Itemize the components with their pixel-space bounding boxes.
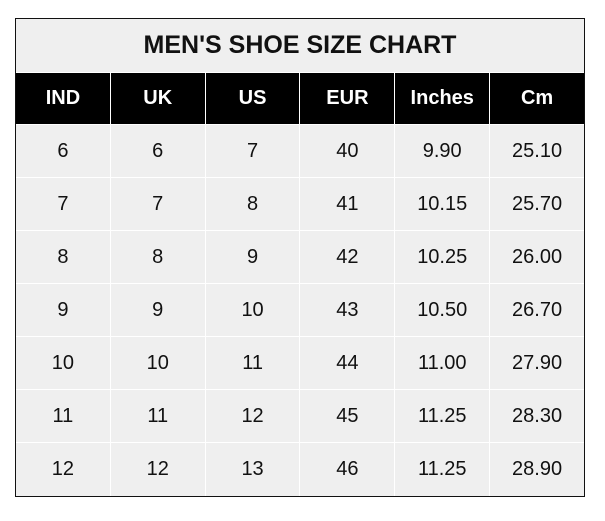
column-header-ind: IND	[16, 73, 111, 125]
table-cell: 9	[110, 284, 206, 337]
table-row: 6 6 7 40 9.90 25.10	[16, 125, 584, 178]
table-cell: 9	[205, 231, 301, 284]
table-cell: 46	[300, 443, 396, 496]
table-cell: 12	[16, 443, 111, 496]
table-cell: 6	[16, 125, 111, 178]
table-row: 11 11 12 45 11.25 28.30	[16, 390, 584, 443]
table-cell: 27.90	[490, 337, 584, 390]
column-header-cm: Cm	[490, 73, 584, 125]
table-cell: 6	[110, 125, 206, 178]
table-cell: 8	[110, 231, 206, 284]
table-cell: 11.00	[395, 337, 491, 390]
table-cell: 10	[205, 284, 301, 337]
table-cell: 26.00	[490, 231, 584, 284]
table-row: 9 9 10 43 10.50 26.70	[16, 284, 584, 337]
table-cell: 42	[300, 231, 396, 284]
table-row: 10 10 11 44 11.00 27.90	[16, 337, 584, 390]
table-cell: 8	[205, 178, 301, 231]
table-cell: 7	[205, 125, 301, 178]
header-row: IND UK US EUR Inches Cm	[16, 73, 584, 125]
table-cell: 43	[300, 284, 396, 337]
table-cell: 10.15	[395, 178, 491, 231]
table-cell: 13	[206, 443, 301, 496]
table-row: 12 12 13 46 11.25 28.90	[16, 443, 584, 496]
table-cell: 9	[16, 284, 111, 337]
table-title: MEN'S SHOE SIZE CHART	[16, 19, 584, 73]
column-header-uk: UK	[110, 73, 206, 125]
table-row: 7 7 8 41 10.15 25.70	[16, 178, 584, 231]
table-cell: 11	[205, 337, 301, 390]
column-header-inches: Inches	[395, 73, 491, 125]
table-cell: 12	[111, 443, 206, 496]
table-body: 6 6 7 40 9.90 25.10 7 7 8 41 10.15 25.70 8 8 9 42 10.25 2…	[16, 125, 584, 496]
column-header-eur: EUR	[300, 73, 396, 125]
table-cell: 11	[16, 390, 111, 443]
table-cell: 28.30	[490, 390, 584, 443]
table-cell: 11.25	[395, 390, 491, 443]
table-cell: 40	[300, 125, 396, 178]
table-cell: 28.90	[512, 458, 563, 480]
size-chart-table: MEN'S SHOE SIZE CHART IND UK US EUR Inches Cm…	[15, 18, 585, 497]
table-cell: 10.50	[395, 284, 491, 337]
table-cell: 44	[300, 337, 396, 390]
table-cell: 11	[110, 390, 206, 443]
table-cell: 26.70	[490, 284, 584, 337]
table-cell: 10	[110, 337, 206, 390]
table-cell: 45	[300, 390, 396, 443]
table-cell: 12	[205, 390, 301, 443]
table-cell: 7	[16, 178, 111, 231]
table-cell: 25.70	[490, 178, 584, 231]
table-cell: 25.10	[490, 125, 584, 178]
table-cell: 11.25	[395, 443, 491, 496]
table-cell: 8	[16, 231, 111, 284]
column-header-us: US	[205, 73, 301, 125]
table-cell: 41	[300, 178, 396, 231]
table-cell: 10.25	[395, 231, 491, 284]
table-row: 8 8 9 42 10.25 26.00	[16, 231, 584, 284]
table-cell: 9.90	[395, 125, 491, 178]
table-cell: 10	[16, 337, 111, 390]
table-cell: 7	[110, 178, 206, 231]
